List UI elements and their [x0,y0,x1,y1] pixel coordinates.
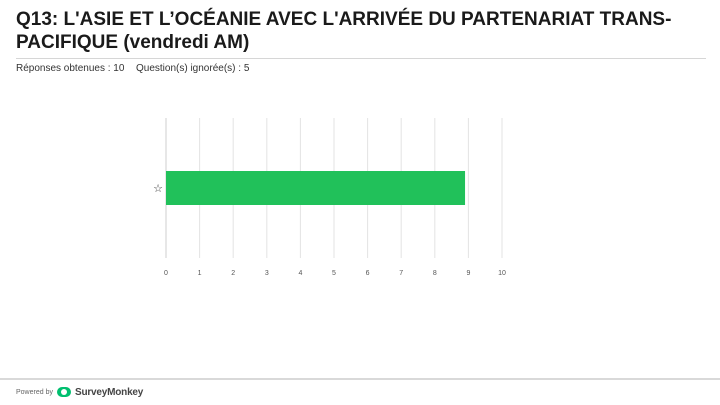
x-tick-label: 9 [466,270,470,277]
x-tick-label: 6 [366,270,370,277]
bar [166,171,466,205]
title-divider [16,58,706,59]
x-tick-label: 3 [265,270,269,277]
footer: Powered by SurveyMonkey [16,384,143,400]
footer-divider [0,378,720,380]
skipped-count: Question(s) ignorée(s) : 5 [136,63,250,74]
x-tick-label: 5 [332,270,336,277]
x-tick-label: 10 [498,270,506,277]
brand-name: SurveyMonkey [74,386,144,398]
x-tick-label: 1 [198,270,202,277]
powered-by-text: Powered by [16,388,53,396]
x-tick-label: 4 [298,270,302,277]
x-tick-label: 0 [164,270,168,277]
bar-chart: 0 1 2 3 4 5 6 7 8 9 10 ☆ [153,118,506,277]
x-tick-label: 2 [231,270,235,277]
page-title: Q13: L'ASIE ET L’OCÉANIE AVEC L'ARRIVÉE … [16,9,672,53]
x-tick-label: 8 [433,270,437,277]
category-label: ☆ [153,182,163,195]
x-tick-label: 7 [399,270,403,277]
answered-count: Réponses obtenues : 10 [16,63,125,74]
surveymonkey-logo-icon [56,387,71,397]
